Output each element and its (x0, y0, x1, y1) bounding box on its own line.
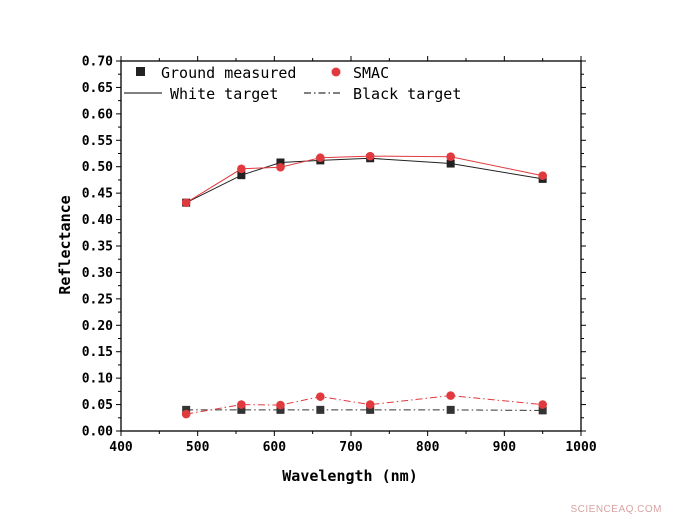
data-point-white-target-ground-measured (276, 158, 285, 167)
legend-label-white-target: White target (170, 85, 278, 103)
legend-marker-smac (331, 67, 341, 77)
y-tick-label: 0.60 (82, 107, 113, 122)
plot-frame (120, 60, 582, 432)
y-tick-label: 0.50 (82, 160, 113, 175)
y-tick-label: 0.15 (82, 345, 113, 360)
x-axis-title: Wavelength (nm) (282, 467, 417, 485)
x-tick-label: 900 (493, 440, 517, 455)
series-line-white-target-smac (185, 155, 543, 204)
data-point-black-target-smac (316, 392, 325, 401)
y-tick-label: 0.70 (82, 55, 113, 70)
data-point-black-target-smac (237, 400, 246, 409)
data-point-black-target-ground-measured (538, 406, 547, 415)
y-tick-label: 0.65 (82, 81, 113, 96)
x-tick-label: 600 (263, 440, 287, 455)
data-point-black-target-smac (181, 409, 191, 419)
y-tick-label: 0.55 (82, 134, 113, 149)
data-point-white-target-smac (316, 153, 325, 163)
y-tick-label: 0.05 (82, 398, 113, 413)
data-point-white-target-smac (237, 164, 246, 174)
data-point-black-target-smac (276, 400, 285, 410)
y-tick-label: 0.40 (82, 213, 113, 228)
data-point-white-target-smac (276, 162, 285, 172)
data-point-white-target-ground-measured (446, 159, 455, 168)
data-point-black-target-smac (446, 391, 455, 400)
data-point-black-target-ground-measured (446, 405, 455, 414)
y-tick-label: 0.35 (82, 240, 113, 255)
legend-label-ground-measured: Ground measured (161, 64, 296, 82)
y-tick-label: 0.20 (82, 319, 113, 334)
legend-marker-ground-measured (136, 67, 145, 76)
y-axis-title: Reflectance (56, 195, 74, 294)
data-point-white-target-smac (446, 152, 455, 161)
data-point-black-target-ground-measured (276, 405, 285, 414)
x-tick-label: 1000 (565, 440, 596, 455)
legend-label-black-target: Black target (353, 85, 461, 103)
data-point-black-target-smac (365, 400, 375, 409)
y-tick-label: 0.00 (82, 425, 113, 440)
data-point-white-target-ground-measured (237, 171, 246, 180)
y-tick-label: 0.10 (82, 372, 113, 387)
y-tick-label: 0.25 (82, 292, 113, 307)
data-point-black-target-ground-measured (316, 405, 325, 414)
data-point-black-target-ground-measured (237, 405, 246, 414)
data-point-black-target-smac (538, 400, 547, 409)
legend-label-smac: SMAC (353, 64, 389, 82)
data-point-black-target-ground-measured (366, 405, 375, 414)
x-tick-label: 700 (339, 440, 363, 455)
x-tick-label: 500 (186, 440, 210, 455)
watermark: SCIENCEAQ.COM (570, 504, 662, 515)
x-tick-label: 800 (416, 440, 440, 455)
x-tick-label: 400 (109, 440, 133, 455)
y-tick-label: 0.30 (82, 266, 113, 281)
y-tick-label: 0.45 (82, 187, 113, 202)
data-point-white-target-smac (365, 151, 375, 161)
data-point-white-target-smac (181, 198, 191, 207)
data-point-white-target-smac (538, 171, 547, 180)
